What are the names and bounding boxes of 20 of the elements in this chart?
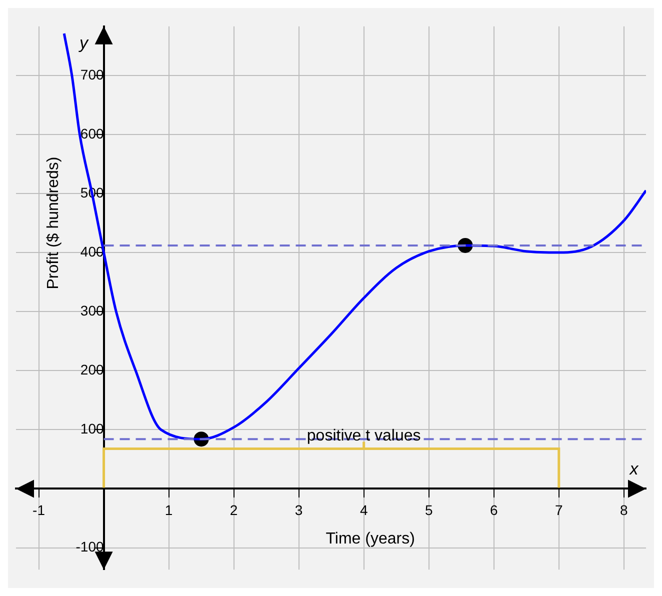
x-tick-label: 3 [294, 502, 303, 518]
annotation: y [78, 33, 90, 52]
x-tick-label: -1 [32, 502, 46, 518]
y-axis-title: Profit ($ hundreds) [45, 156, 62, 290]
x-axis-title: Time (years) [326, 530, 415, 548]
x-tick-label: 8 [620, 502, 628, 518]
x-tick-label: 6 [490, 502, 498, 518]
annotation: x [628, 460, 639, 479]
y-tick-label: -100 [76, 538, 104, 555]
y-tick-label: 300 [80, 302, 104, 318]
x-tick-label: 4 [360, 502, 368, 518]
y-tick-label: 700 [80, 66, 104, 82]
y-tick-label: 200 [80, 361, 104, 378]
x-tick-label: 7 [554, 502, 563, 518]
x-tick-label: 2 [230, 502, 238, 518]
y-tick-label: 600 [80, 125, 104, 142]
x-tick-label: 5 [424, 502, 433, 518]
x-tick-label: 1 [164, 502, 173, 518]
annotation: positive t values [306, 428, 421, 445]
y-tick-label: 100 [80, 420, 104, 437]
